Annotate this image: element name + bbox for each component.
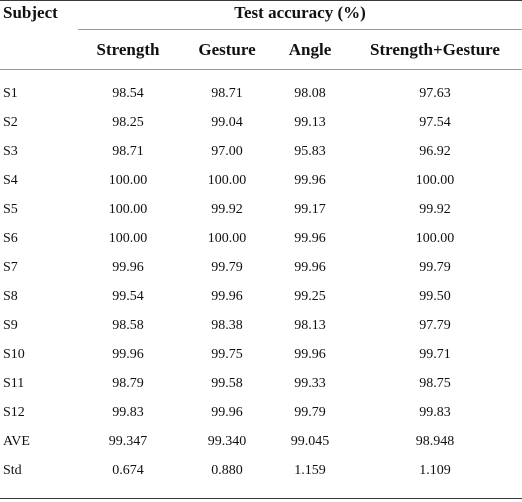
subject-cell: S12 [3, 405, 25, 420]
value-cell: 99.92 [211, 202, 243, 217]
column-header: Angle [288, 40, 332, 59]
subject-cell: S8 [3, 289, 18, 304]
value-cell: 99.96 [294, 231, 326, 246]
value-cell: 99.92 [419, 202, 451, 217]
value-cell: 100.00 [207, 173, 247, 188]
group-header-rule [78, 29, 522, 30]
value-cell: 99.83 [419, 405, 451, 420]
value-cell: 99.340 [207, 434, 247, 449]
value-cell: 99.25 [294, 289, 326, 304]
value-cell: 98.08 [294, 86, 326, 101]
subject-cell: S1 [3, 86, 18, 101]
value-cell: 0.880 [211, 463, 243, 478]
value-cell: 99.75 [211, 347, 243, 362]
column-header: Strength [96, 40, 160, 59]
value-cell: 99.96 [112, 347, 144, 362]
value-cell: 99.04 [211, 115, 243, 130]
subject-cell: S7 [3, 260, 18, 275]
subject-cell: AVE [3, 434, 30, 449]
value-cell: 99.17 [294, 202, 326, 217]
value-cell: 1.159 [294, 463, 326, 478]
value-cell: 99.96 [211, 289, 243, 304]
table-bottom-rule [0, 498, 522, 499]
value-cell: 99.96 [294, 347, 326, 362]
subject-header: Subject [3, 3, 58, 22]
subject-cell: S10 [3, 347, 25, 362]
subject-cell: S9 [3, 318, 18, 333]
value-cell: 97.79 [419, 318, 451, 333]
value-cell: 97.00 [211, 144, 243, 159]
value-cell: 98.79 [112, 376, 144, 391]
column-header: Gesture [198, 40, 256, 59]
subject-cell: S11 [3, 376, 25, 391]
value-cell: 98.58 [112, 318, 144, 333]
value-cell: 98.38 [211, 318, 243, 333]
test-accuracy-group-header: Test accuracy (%) [234, 3, 366, 22]
value-cell: 99.96 [211, 405, 243, 420]
value-cell: 98.75 [419, 376, 451, 391]
subject-cell: Std [3, 463, 22, 478]
value-cell: 100.00 [108, 231, 148, 246]
value-cell: 100.00 [108, 202, 148, 217]
value-cell: 99.045 [290, 434, 330, 449]
value-cell: 99.33 [294, 376, 326, 391]
value-cell: 99.13 [294, 115, 326, 130]
value-cell: 99.58 [211, 376, 243, 391]
value-cell: 98.25 [112, 115, 144, 130]
value-cell: 100.00 [108, 173, 148, 188]
value-cell: 98.71 [112, 144, 144, 159]
value-cell: 97.54 [419, 115, 451, 130]
value-cell: 98.13 [294, 318, 326, 333]
subject-cell: S6 [3, 231, 18, 246]
value-cell: 98.54 [112, 86, 144, 101]
value-cell: 97.63 [419, 86, 451, 101]
value-cell: 99.50 [419, 289, 451, 304]
subject-cell: S2 [3, 115, 18, 130]
value-cell: 99.71 [419, 347, 451, 362]
value-cell: 100.00 [207, 231, 247, 246]
header-bottom-rule [0, 69, 522, 70]
value-cell: 0.674 [112, 463, 144, 478]
value-cell: 99.79 [419, 260, 451, 275]
subject-cell: S3 [3, 144, 18, 159]
value-cell: 99.347 [108, 434, 148, 449]
value-cell: 100.00 [415, 231, 455, 246]
subject-cell: S4 [3, 173, 18, 188]
table-top-rule [0, 0, 522, 1]
value-cell: 98.71 [211, 86, 243, 101]
value-cell: 99.79 [294, 405, 326, 420]
value-cell: 99.96 [294, 260, 326, 275]
value-cell: 1.109 [419, 463, 451, 478]
value-cell: 100.00 [415, 173, 455, 188]
value-cell: 99.54 [112, 289, 144, 304]
value-cell: 96.92 [419, 144, 451, 159]
value-cell: 99.96 [294, 173, 326, 188]
value-cell: 99.79 [211, 260, 243, 275]
value-cell: 99.96 [112, 260, 144, 275]
value-cell: 98.948 [415, 434, 455, 449]
value-cell: 99.83 [112, 405, 144, 420]
value-cell: 95.83 [294, 144, 326, 159]
subject-cell: S5 [3, 202, 18, 217]
column-header: Strength+Gesture [370, 40, 500, 59]
